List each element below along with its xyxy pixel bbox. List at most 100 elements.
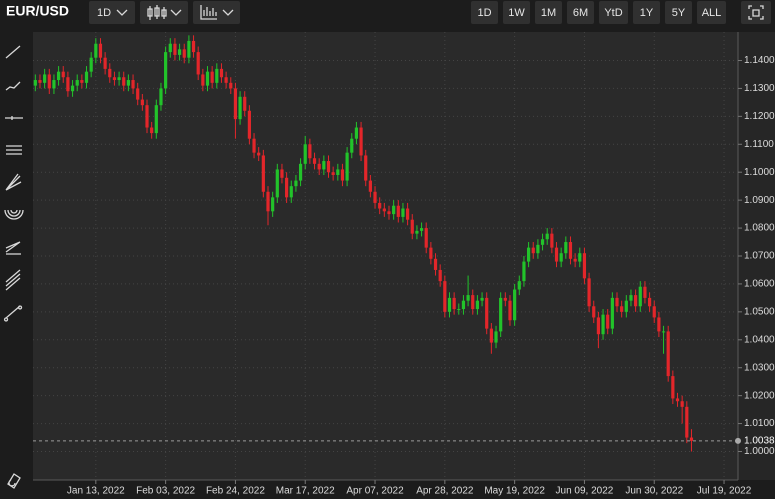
candle-body <box>331 172 335 176</box>
range-button[interactable] <box>535 1 562 24</box>
indicator-dropdown[interactable] <box>193 1 240 24</box>
candle-body <box>159 88 163 106</box>
candle-body <box>145 105 149 128</box>
horizontal-line-tool[interactable] <box>5 116 23 120</box>
candle-body <box>396 205 400 217</box>
range-label[interactable]: 1W <box>508 7 525 19</box>
candle-body <box>638 286 642 307</box>
candle-body <box>89 57 93 72</box>
range-button[interactable] <box>471 1 498 24</box>
range-label[interactable]: 1D <box>477 7 491 19</box>
candle-body <box>112 77 117 81</box>
candle-body <box>647 297 652 307</box>
candle-body <box>303 144 307 164</box>
range-label[interactable]: ALL <box>702 7 722 19</box>
y-tick-label: 1.0400 <box>744 334 775 345</box>
candle-body <box>117 77 121 81</box>
candle-body <box>461 300 466 310</box>
range-button[interactable] <box>503 1 530 24</box>
drawing-tools[interactable] <box>0 36 28 499</box>
candle-body <box>275 169 279 198</box>
measure-tool[interactable] <box>3 305 23 322</box>
range-button[interactable] <box>633 1 660 24</box>
last-price-label: 1.0038 <box>744 436 775 447</box>
trend-line-tool[interactable] <box>5 45 21 59</box>
range-label[interactable]: YtD <box>604 7 622 19</box>
channel-tool[interactable] <box>6 145 22 155</box>
candle-body <box>550 233 554 248</box>
candle-body <box>80 80 84 83</box>
candle-body <box>447 297 452 312</box>
candle-body <box>489 328 493 343</box>
candle-body <box>373 191 377 203</box>
range-label[interactable]: 5Y <box>672 7 686 19</box>
arc-tool[interactable] <box>4 209 24 220</box>
candle-body <box>359 127 363 156</box>
range-label[interactable]: 1M <box>541 7 556 19</box>
x-tick-label: May 19, 2022 <box>484 486 545 497</box>
range-button[interactable] <box>567 1 594 24</box>
fullscreen-button[interactable] <box>741 1 771 24</box>
ray-tool[interactable] <box>5 81 21 91</box>
candle-body <box>201 74 205 86</box>
candle-body <box>480 297 484 301</box>
candle-body <box>140 99 144 106</box>
axes: 1.0000 1.0100 1.0200 1.0300 1.0400 1.0500 1.06… <box>33 55 775 497</box>
chevron <box>170 9 182 16</box>
y-tick-label: 1.0700 <box>744 251 775 262</box>
range-button[interactable] <box>697 1 726 24</box>
range-buttons[interactable]: 1D 1W 1M 6M YtD 1Y 5Y ALL <box>471 1 726 24</box>
candle-body <box>131 80 135 89</box>
range-button[interactable] <box>599 1 628 24</box>
candle-body <box>326 161 331 173</box>
interval-label[interactable]: 1D <box>97 7 111 19</box>
symbol[interactable]: EUR/USD <box>6 3 69 19</box>
candle-body <box>494 331 498 343</box>
candle-body <box>308 144 312 159</box>
y-tick-label: 1.0900 <box>744 195 775 206</box>
candle-body <box>364 155 368 181</box>
candle-body <box>173 43 177 55</box>
bars-icon <box>200 5 217 20</box>
candle-body <box>471 295 475 310</box>
candle-body <box>168 43 172 53</box>
range-label[interactable]: 1Y <box>640 7 654 19</box>
candle-body <box>298 163 303 181</box>
candle-body <box>182 49 186 58</box>
candle-body <box>392 205 396 215</box>
y-tick-label: 1.0600 <box>744 279 775 290</box>
tool-panel <box>0 36 28 499</box>
interval-dropdown[interactable]: 1D <box>89 1 135 24</box>
candle-body <box>564 242 568 254</box>
fan-tool[interactable] <box>5 173 22 191</box>
button[interactable] <box>89 1 135 24</box>
chart-type-dropdown[interactable] <box>140 1 188 24</box>
candle-body <box>378 202 382 209</box>
candle-body <box>578 253 582 262</box>
candle-body <box>350 138 354 153</box>
pitchfork-tool[interactable] <box>5 269 21 291</box>
candle-body <box>210 71 214 83</box>
button[interactable] <box>741 1 771 24</box>
candle-body <box>610 297 614 329</box>
candle-body <box>215 68 219 83</box>
candle-body <box>554 247 559 262</box>
candle-body <box>336 169 340 176</box>
y-tick-label: 1.1400 <box>744 55 775 66</box>
candle-body <box>205 71 210 86</box>
candle-body <box>573 258 577 262</box>
candle-body <box>38 80 42 83</box>
fibonacci-tool[interactable] <box>5 241 21 255</box>
candle-body <box>438 269 442 282</box>
candle-body <box>522 261 526 282</box>
candle-body <box>666 331 670 377</box>
y-tick-label: 1.1200 <box>744 111 775 122</box>
range-label[interactable]: 6M <box>573 7 588 19</box>
x-tick-label: Feb 03, 2022 <box>136 486 195 497</box>
settings-tool[interactable] <box>7 473 21 489</box>
range-button[interactable] <box>665 1 692 24</box>
candle-body <box>187 40 191 58</box>
candle-body <box>406 208 410 220</box>
candle-icon <box>147 5 167 20</box>
candle-body <box>540 239 545 245</box>
